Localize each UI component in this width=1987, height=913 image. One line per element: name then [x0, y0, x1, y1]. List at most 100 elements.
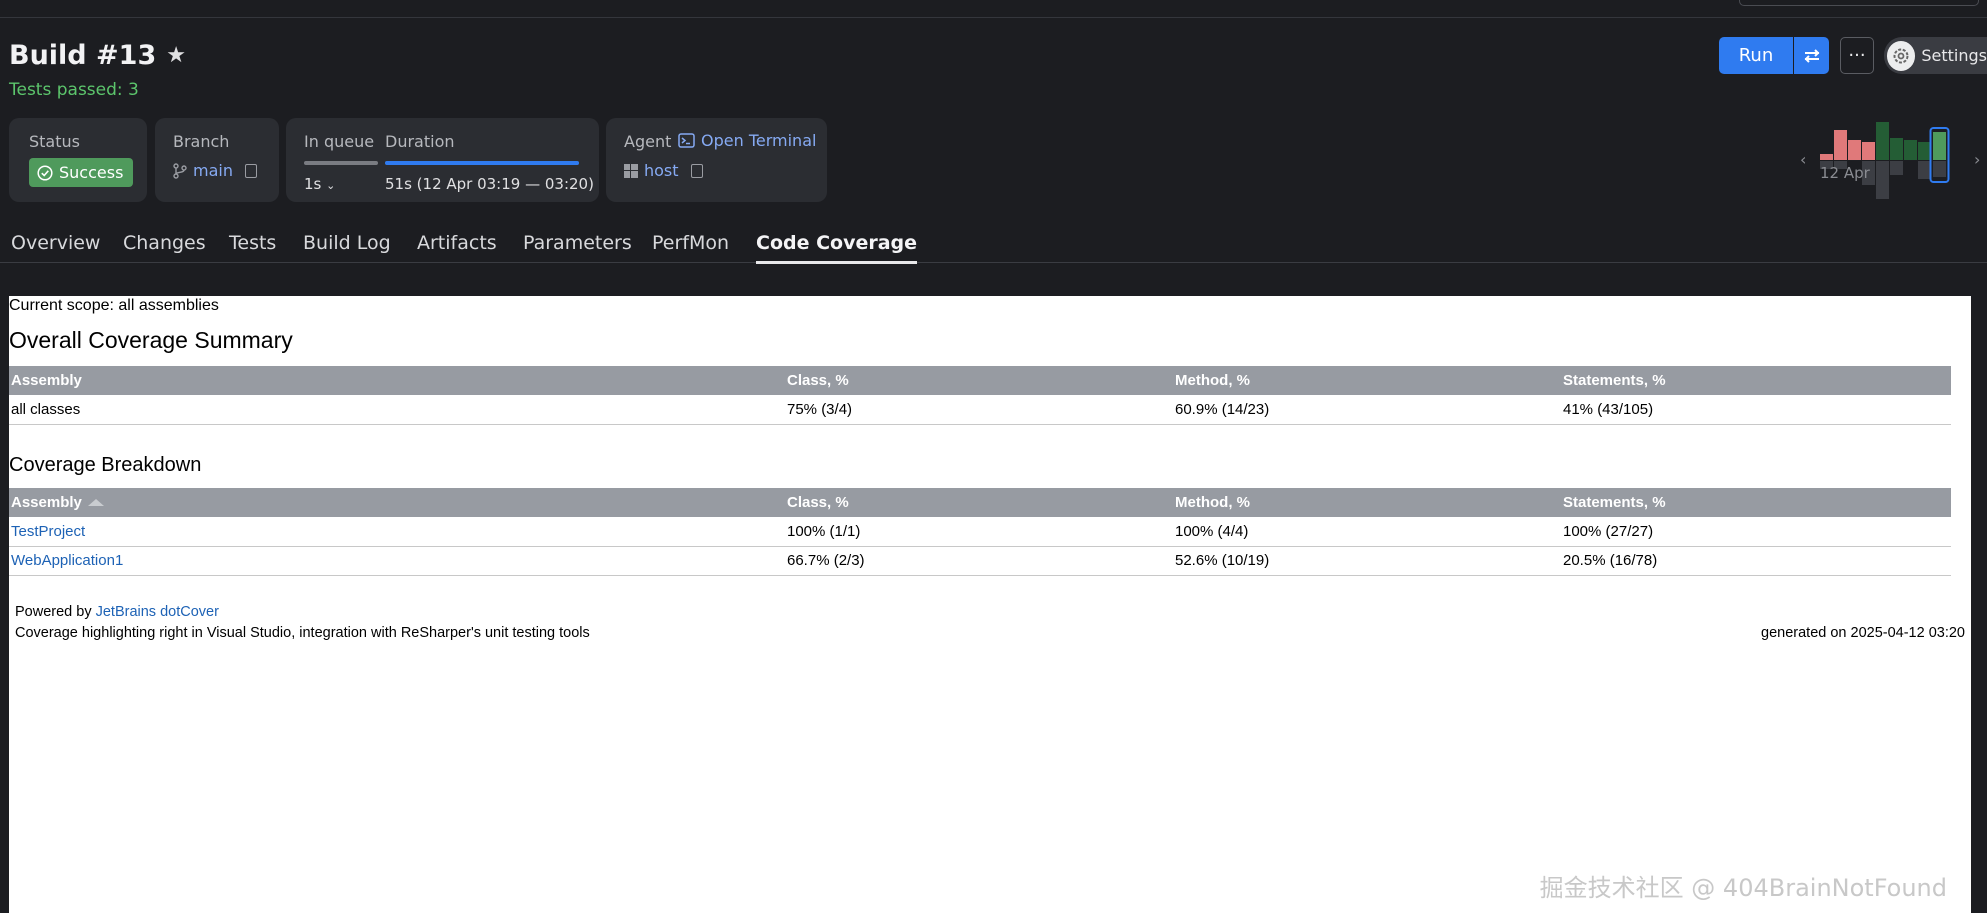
status-label: Status [29, 132, 80, 151]
history-prev-icon[interactable]: ‹ [1800, 150, 1807, 169]
history-duration-bar [1862, 161, 1875, 185]
queue-dropdown[interactable]: 1s ⌄ [304, 175, 335, 193]
branch-link[interactable]: main [193, 161, 233, 180]
tab-build-log[interactable]: Build Log [303, 232, 391, 254]
assembly-link[interactable]: TestProject [11, 522, 86, 540]
status-badge: Success [29, 158, 134, 187]
table-row: WebApplication1 66.7% (2/3) 52.6% (10/19… [9, 546, 1951, 576]
history-bar [1820, 154, 1833, 160]
queue-bar [304, 161, 378, 165]
history-bar [1862, 142, 1875, 160]
history-selected-frame [1929, 127, 1950, 183]
history-bar [1918, 142, 1931, 160]
tab-artifacts[interactable]: Artifacts [417, 232, 497, 254]
chevron-down-icon: ⌄ [326, 179, 336, 192]
queue-value: 1s [304, 175, 322, 193]
run-options-button[interactable] [1794, 37, 1829, 74]
col-assembly-sortable[interactable]: Assembly [9, 488, 785, 517]
cell-method: 60.9% (14/23) [1173, 395, 1561, 425]
page-title: Build #13 ★ [9, 40, 186, 71]
col-statements[interactable]: Statements, % [1561, 488, 1951, 517]
table-row: all classes 75% (3/4) 60.9% (14/23) 41% … [9, 395, 1951, 425]
open-terminal-link[interactable]: Open Terminal [678, 131, 816, 150]
duration-bar-fill [385, 161, 579, 165]
summary-heading: Overall Coverage Summary [9, 327, 293, 353]
cell-class: 66.7% (2/3) [785, 546, 1173, 576]
powered-by-text: Powered by JetBrains dotCover [15, 604, 219, 620]
cell-assembly: all classes [9, 395, 785, 425]
history-bar [1848, 140, 1861, 160]
open-terminal-label: Open Terminal [701, 131, 817, 150]
status-value: Success [59, 163, 124, 182]
branch-label: Branch [173, 132, 230, 151]
cell-statements: 20.5% (16/78) [1561, 546, 1951, 576]
cell-statements: 41% (43/105) [1561, 395, 1951, 425]
cell-statements: 100% (27/27) [1561, 517, 1951, 547]
timing-card: In queue Duration 1s ⌄ 51s (12 Apr 03:19… [286, 118, 599, 202]
more-options-button[interactable]: ··· [1840, 37, 1874, 74]
branch-icon [173, 162, 187, 179]
sliders-icon [1804, 48, 1819, 63]
history-duration-bar [1933, 161, 1946, 177]
tagline-text: Coverage highlighting right in Visual St… [15, 625, 590, 641]
history-duration-bar [1890, 161, 1903, 175]
history-bar [1890, 138, 1903, 160]
history-duration-bar [1918, 161, 1931, 179]
coverage-report-panel: Current scope: all assemblies Overall Co… [9, 296, 1971, 913]
top-search-box[interactable] [1739, 0, 1979, 6]
build-title: Build #13 [9, 40, 157, 71]
run-button[interactable]: Run [1719, 37, 1793, 74]
powered-prefix: Powered by [15, 604, 96, 620]
cell-class: 75% (3/4) [785, 395, 1173, 425]
windows-icon [624, 163, 638, 178]
breakdown-header-row: Assembly Class, % Method, % Statements, … [9, 488, 1951, 517]
col-class: Class, % [785, 366, 1173, 395]
copy-icon[interactable] [690, 163, 703, 178]
col-method[interactable]: Method, % [1173, 488, 1561, 517]
agent-label: Agent [624, 132, 672, 151]
col-assembly-label: Assembly [11, 494, 82, 511]
generated-text: generated on 2025-04-12 03:20 [1761, 625, 1965, 641]
tests-passed-text: Tests passed: 3 [9, 80, 139, 100]
tab-changes[interactable]: Changes [123, 232, 206, 254]
summary-header-row: Assembly Class, % Method, % Statements, … [9, 366, 1951, 395]
branch-card: Branch main [155, 118, 279, 202]
status-card: Status Success [9, 118, 147, 202]
history-duration-bar [1876, 161, 1889, 199]
col-statements: Statements, % [1561, 366, 1951, 395]
table-row: TestProject 100% (1/1) 100% (4/4) 100% (… [9, 517, 1951, 547]
cell-class: 100% (1/1) [785, 517, 1173, 547]
agent-card: Agent Open Terminal host [606, 118, 827, 202]
settings-button[interactable]: Settings [1884, 37, 1987, 74]
settings-label: Settings [1921, 46, 1987, 65]
duration-value: 51s (12 Apr 03:19 — 03:20) [385, 175, 594, 193]
agent-host-link[interactable]: host [644, 161, 679, 180]
terminal-icon [678, 133, 695, 148]
star-icon[interactable]: ★ [166, 43, 186, 68]
copy-icon[interactable] [244, 163, 257, 178]
breakdown-heading: Coverage Breakdown [9, 454, 202, 476]
col-assembly: Assembly [9, 366, 785, 395]
cell-method: 52.6% (10/19) [1173, 546, 1561, 576]
assembly-link[interactable]: WebApplication1 [11, 552, 124, 569]
breakdown-table: Assembly Class, % Method, % Statements, … [9, 488, 1951, 576]
gear-icon [1887, 40, 1916, 71]
history-date-label: 12 Apr [1820, 164, 1871, 182]
sort-ascending-icon [87, 499, 104, 506]
col-class[interactable]: Class, % [785, 488, 1173, 517]
duration-label: Duration [385, 132, 455, 151]
tab-tests[interactable]: Tests [229, 232, 277, 254]
agent-row: host [624, 161, 703, 180]
history-bar [1834, 130, 1847, 160]
dotcover-link[interactable]: JetBrains dotCover [95, 604, 219, 620]
tab-parameters[interactable]: Parameters [523, 232, 632, 254]
history-next-icon[interactable]: › [1974, 150, 1981, 169]
history-duration-bar [1820, 161, 1833, 169]
build-history-chart: 12 Apr [1820, 122, 1950, 199]
tab-overview[interactable]: Overview [11, 232, 101, 254]
tab-code-coverage[interactable]: Code Coverage [756, 232, 918, 264]
duration-bar-track [385, 161, 579, 165]
history-duration-bar [1834, 161, 1847, 169]
tab-perfmon[interactable]: PerfMon [652, 232, 730, 254]
watermark-text: 掘金技术社区 @ 404BrainNotFound [1539, 874, 1947, 902]
